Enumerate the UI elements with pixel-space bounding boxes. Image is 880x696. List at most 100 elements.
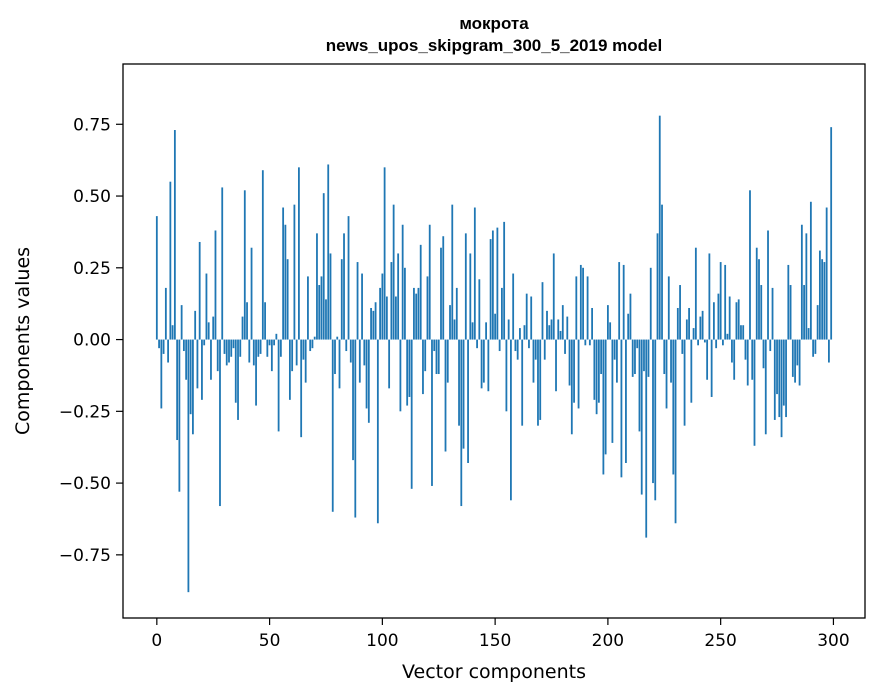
plot-area [123,64,865,618]
bar-74 [322,193,325,340]
bar-244 [706,339,709,380]
bar-27 [216,339,219,372]
bar-50 [268,339,271,346]
bar-46 [259,339,262,354]
bar-195 [595,339,598,415]
bar-39 [243,190,246,340]
bar-1 [158,339,160,349]
bar-144 [480,339,483,389]
bar-55 [279,339,282,357]
bar-38 [241,316,244,340]
bar-108 [399,339,402,412]
bar-261 [744,339,747,360]
bar-203 [613,339,616,360]
bar-249 [717,293,720,340]
bar-181 [564,339,566,354]
bar-284 [796,339,799,366]
bar-139 [469,253,472,340]
bar-104 [390,262,393,340]
bar-143 [478,279,481,340]
bar-8 [173,130,176,340]
bar-265 [753,339,756,446]
bar-87 [352,339,354,461]
bar-5 [167,339,169,363]
bar-30 [223,339,226,354]
bar-124 [435,339,438,375]
bar-255 [731,339,733,363]
bar-229 [672,339,675,475]
bar-15 [189,339,192,415]
bar-125 [437,339,440,375]
bar-67 [307,276,309,340]
bar-235 [685,319,688,340]
bar-73 [320,276,323,340]
y-tick-label: 0.50 [73,187,111,207]
bar-201 [609,322,612,340]
bar-162 [521,339,524,426]
bar-187 [577,339,580,409]
bar-173 [546,310,548,340]
bar-231 [676,307,679,340]
bar-24 [210,339,212,380]
bar-123 [433,339,436,352]
x-axis-label: Vector components [402,661,586,683]
bar-26 [214,230,217,340]
bar-142 [476,339,478,349]
bar-147 [487,339,490,392]
bar-2 [160,339,163,409]
bar-71 [316,233,318,340]
bar-289 [807,328,810,340]
bar-102 [385,296,388,340]
bar-113 [410,339,413,489]
bar-49 [266,339,269,357]
bar-100 [381,273,384,340]
bar-168 [534,339,537,360]
bar-65 [302,339,305,360]
bar-78 [331,339,334,512]
bar-158 [512,273,515,340]
bar-154 [503,221,506,340]
bar-131 [451,204,454,340]
bar-126 [440,247,442,340]
bar-285 [798,339,801,386]
bar-180 [561,305,564,340]
bar-290 [809,201,812,340]
bar-138 [467,339,469,463]
bar-135 [460,339,463,507]
bar-207 [622,264,625,340]
bar-61 [293,204,296,340]
bar-152 [498,339,501,352]
bar-208 [625,339,627,463]
bar-157 [510,339,512,501]
bar-42 [250,247,253,340]
bar-32 [228,339,230,363]
bar-19 [198,241,201,340]
bar-220 [652,339,654,484]
bar-155 [505,339,508,412]
bar-57 [284,224,287,340]
bar-68 [309,339,312,352]
bar-216 [643,339,645,372]
bar-160 [516,339,519,360]
bar-233 [681,339,684,354]
bar-83 [343,233,345,340]
bar-88 [354,339,357,518]
bar-17 [194,310,197,340]
bar-295 [821,259,824,340]
bar-41 [248,339,251,363]
bar-115 [415,293,418,340]
bar-95 [370,307,372,340]
bar-246 [710,339,713,397]
bar-150 [494,313,497,340]
bar-60 [291,339,294,372]
bar-43 [252,339,255,366]
y-tick-label: 0.25 [73,259,111,279]
bar-94 [367,339,370,423]
bar-75 [325,299,327,340]
bar-90 [358,339,361,383]
bar-274 [773,339,776,420]
bar-194 [593,339,596,400]
bar-66 [304,339,307,383]
bar-35 [234,339,237,403]
bar-214 [638,339,641,432]
